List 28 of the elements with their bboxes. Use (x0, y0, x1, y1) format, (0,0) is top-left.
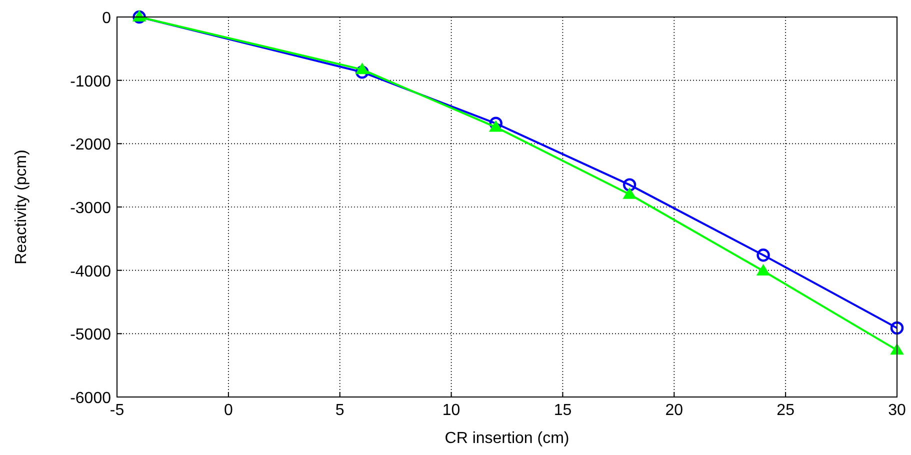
x-tick-label: 20 (665, 402, 684, 419)
point (756, 264, 770, 276)
y-tick-label: -5000 (70, 326, 112, 344)
point (132, 10, 146, 22)
point (356, 63, 369, 74)
point (623, 188, 636, 199)
x-tick-label: 10 (442, 402, 460, 419)
x-axis-title: CR insertion (cm) (444, 430, 570, 447)
x-tick-label: 30 (888, 402, 906, 419)
x-tick-label: 0 (224, 402, 233, 419)
x-tick-label: 25 (776, 402, 795, 419)
y-tick-label: -4000 (70, 263, 112, 280)
y-tick-label: -1000 (70, 73, 112, 90)
point (890, 321, 904, 335)
x-tick-label: 15 (554, 402, 572, 419)
point (756, 248, 770, 262)
point (622, 178, 636, 192)
x-tick-label: -5 (110, 402, 124, 419)
point (489, 120, 502, 132)
point (132, 10, 146, 24)
y-tick-label: 0 (102, 10, 112, 27)
x-tick-label: 5 (335, 402, 344, 419)
point (356, 66, 369, 79)
y-axis-title: Reactivity (pcm) (13, 150, 30, 264)
y-tick-label: -6000 (70, 390, 112, 407)
y-tick-label: -3000 (70, 200, 112, 217)
point (489, 116, 502, 130)
y-tick-label: -2000 (70, 136, 112, 154)
